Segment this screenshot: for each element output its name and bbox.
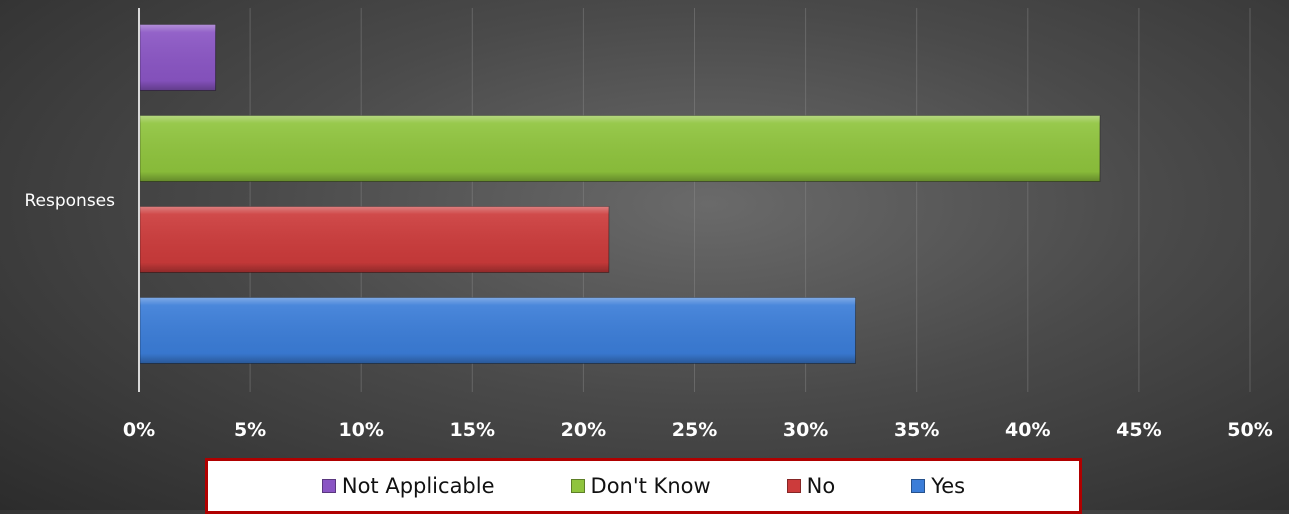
x-tick-label: 15% <box>450 419 495 441</box>
x-tick-label: 25% <box>672 419 717 441</box>
legend-item: No <box>786 474 836 498</box>
legend-item: Yes <box>911 474 965 498</box>
bar-no <box>139 206 610 273</box>
x-tick-label: 10% <box>338 419 383 441</box>
legend-label: Not Applicable <box>341 474 495 498</box>
legend-swatch <box>786 479 801 493</box>
bar-yes <box>139 297 856 364</box>
bar-chart: Responses 0% 5% 10% 15% 20% 25% 30% 35% 40% 45% 50… <box>24 8 1273 441</box>
x-tick-label: 50% <box>1227 419 1272 441</box>
legend-swatch <box>321 479 336 493</box>
x-tick-label: 35% <box>894 419 939 441</box>
legend-swatch <box>570 479 585 493</box>
legend-label: Yes <box>931 474 966 498</box>
x-tick-label: 0% <box>123 419 155 441</box>
legend-item: Don't Know <box>570 474 711 498</box>
x-tick-label: 30% <box>783 419 828 441</box>
x-tick-label: 20% <box>561 419 606 441</box>
legend-swatch <box>911 479 926 493</box>
legend-item: Not Applicable <box>321 474 495 498</box>
category-label: Responses <box>24 191 115 211</box>
bar-not-applicable <box>139 24 217 91</box>
legend-label: Don't Know <box>590 474 711 498</box>
gridlines <box>249 8 1251 392</box>
legend-label: No <box>806 474 836 498</box>
bar-don-t-know <box>139 115 1101 182</box>
legend: Not Applicable Don't Know No Yes <box>205 458 1082 514</box>
x-axis-tick-labels: 0% 5% 10% 15% 20% 25% 30% 35% 40% 45% 50% <box>123 419 1273 441</box>
bars <box>139 24 1101 364</box>
x-tick-label: 5% <box>234 419 266 441</box>
x-tick-label: 40% <box>1005 419 1050 441</box>
x-tick-label: 45% <box>1116 419 1161 441</box>
